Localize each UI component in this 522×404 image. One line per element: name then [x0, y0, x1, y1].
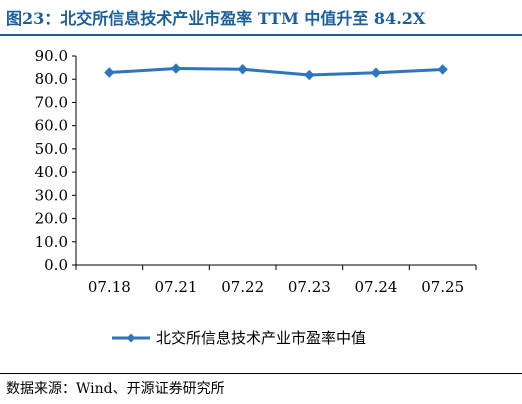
x-axis: 07.18 07.21 07.22 07.23 07.24 07.25	[75, 264, 477, 296]
x-tick-label: 07.24	[355, 278, 398, 296]
y-tick-label: 50.0	[35, 140, 68, 158]
y-tick-label: 30.0	[35, 186, 68, 204]
y-tick-label: 80.0	[35, 70, 68, 88]
data-point-marker	[237, 64, 248, 75]
y-tick-label: 20.0	[35, 210, 68, 228]
y-tick-label: 60.0	[35, 117, 68, 135]
y-tick-label: 10.0	[35, 233, 68, 251]
x-tick-label: 07.21	[155, 278, 198, 296]
chart-title: 图23：北交所信息技术产业市盈率 TTM 中值升至 84.2X	[6, 9, 426, 28]
y-tick-label: 40.0	[35, 163, 68, 181]
source-note: 数据来源：Wind、开源证券研究所	[6, 381, 225, 397]
y-tick-label: 0.0	[44, 256, 68, 274]
title-divider	[0, 34, 522, 36]
data-point-marker	[370, 67, 382, 78]
chart: 0.010.020.030.040.050.060.070.080.090.0 …	[35, 47, 477, 347]
y-tick-label: 90.0	[35, 47, 68, 65]
x-tick-label: 07.22	[221, 278, 264, 296]
legend: 北交所信息技术产业市盈率中值	[112, 329, 366, 347]
legend-label: 北交所信息技术产业市盈率中值	[156, 329, 366, 347]
series-line	[109, 67, 443, 77]
series-layer	[104, 63, 448, 81]
x-tick-label: 07.23	[288, 278, 331, 296]
data-point-marker	[437, 64, 448, 75]
source-divider	[0, 373, 522, 374]
x-tick-label: 07.18	[88, 278, 131, 296]
y-tick-label: 70.0	[35, 93, 68, 111]
data-point-marker	[104, 67, 115, 78]
y-axis: 0.0 10.0 20.0 30.0 40.0 50.0 60.0 70.0 80.0 90.0	[35, 47, 77, 274]
x-tick-label: 07.25	[421, 278, 464, 296]
legend-marker	[126, 333, 136, 343]
data-point-marker	[170, 63, 182, 74]
data-point-marker	[304, 69, 315, 81]
